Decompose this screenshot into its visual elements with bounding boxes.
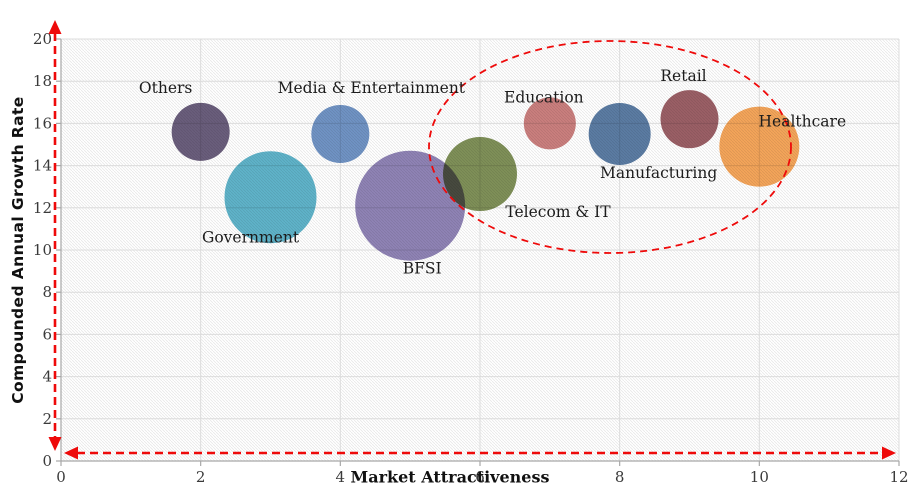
y-axis-arrowhead-down (48, 437, 62, 451)
y-tick-label: 10 (33, 241, 52, 259)
y-tick-label: 14 (33, 157, 52, 175)
y-tick-label: 6 (42, 325, 52, 343)
bubble-label-healthcare: Healthcare (759, 113, 847, 131)
bubble-telecom-it (443, 137, 517, 212)
y-tick-label: 8 (42, 283, 52, 301)
bubble-education (523, 97, 576, 150)
x-tick-label: 12 (889, 468, 908, 486)
y-tick-label: 20 (33, 30, 52, 48)
bubble-media-entertainment (311, 104, 370, 163)
bubble-healthcare (719, 106, 800, 187)
x-tick-label: 4 (336, 468, 346, 486)
y-tick-label: 18 (33, 72, 52, 90)
bubble-label-manufacturing: Manufacturing (600, 164, 717, 182)
y-axis-title: Compounded Annual Growth Rate (9, 96, 27, 404)
x-tick-label: 2 (196, 468, 206, 486)
y-tick-label: 12 (33, 199, 52, 217)
bubble-manufacturing (588, 102, 651, 165)
x-axis-title: Market Attractiveness (350, 467, 550, 487)
y-tick-label: 0 (42, 452, 52, 470)
highlight-ellipse (428, 40, 792, 254)
x-axis-arrowhead-right (882, 446, 896, 460)
x-tick-label: 0 (56, 468, 66, 486)
y-tick-label: 4 (42, 368, 52, 386)
bubble-government (224, 151, 317, 244)
bubble-label-bfsi: BFSI (403, 260, 442, 278)
bubble-label-education: Education (504, 88, 584, 106)
bubble-label-retail: Retail (660, 67, 706, 85)
bubble-label-telecom-it: Telecom & IT (505, 203, 611, 221)
y-tick-label: 2 (42, 410, 52, 428)
y-axis-arrowhead-up (48, 20, 62, 34)
y-tick-label: 16 (33, 114, 52, 132)
bubble-label-others: Others (139, 79, 193, 97)
x-tick-label: 6 (475, 468, 485, 486)
x-axis-arrowhead-left (64, 446, 78, 460)
x-tick-label: 10 (750, 468, 769, 486)
x-tick-label: 8 (615, 468, 625, 486)
bubble-label-government: Government (202, 228, 300, 246)
bubble-retail (660, 90, 719, 149)
bubble-others (171, 102, 230, 161)
bubble-label-media-entertainment: Media & Entertainment (278, 79, 466, 97)
